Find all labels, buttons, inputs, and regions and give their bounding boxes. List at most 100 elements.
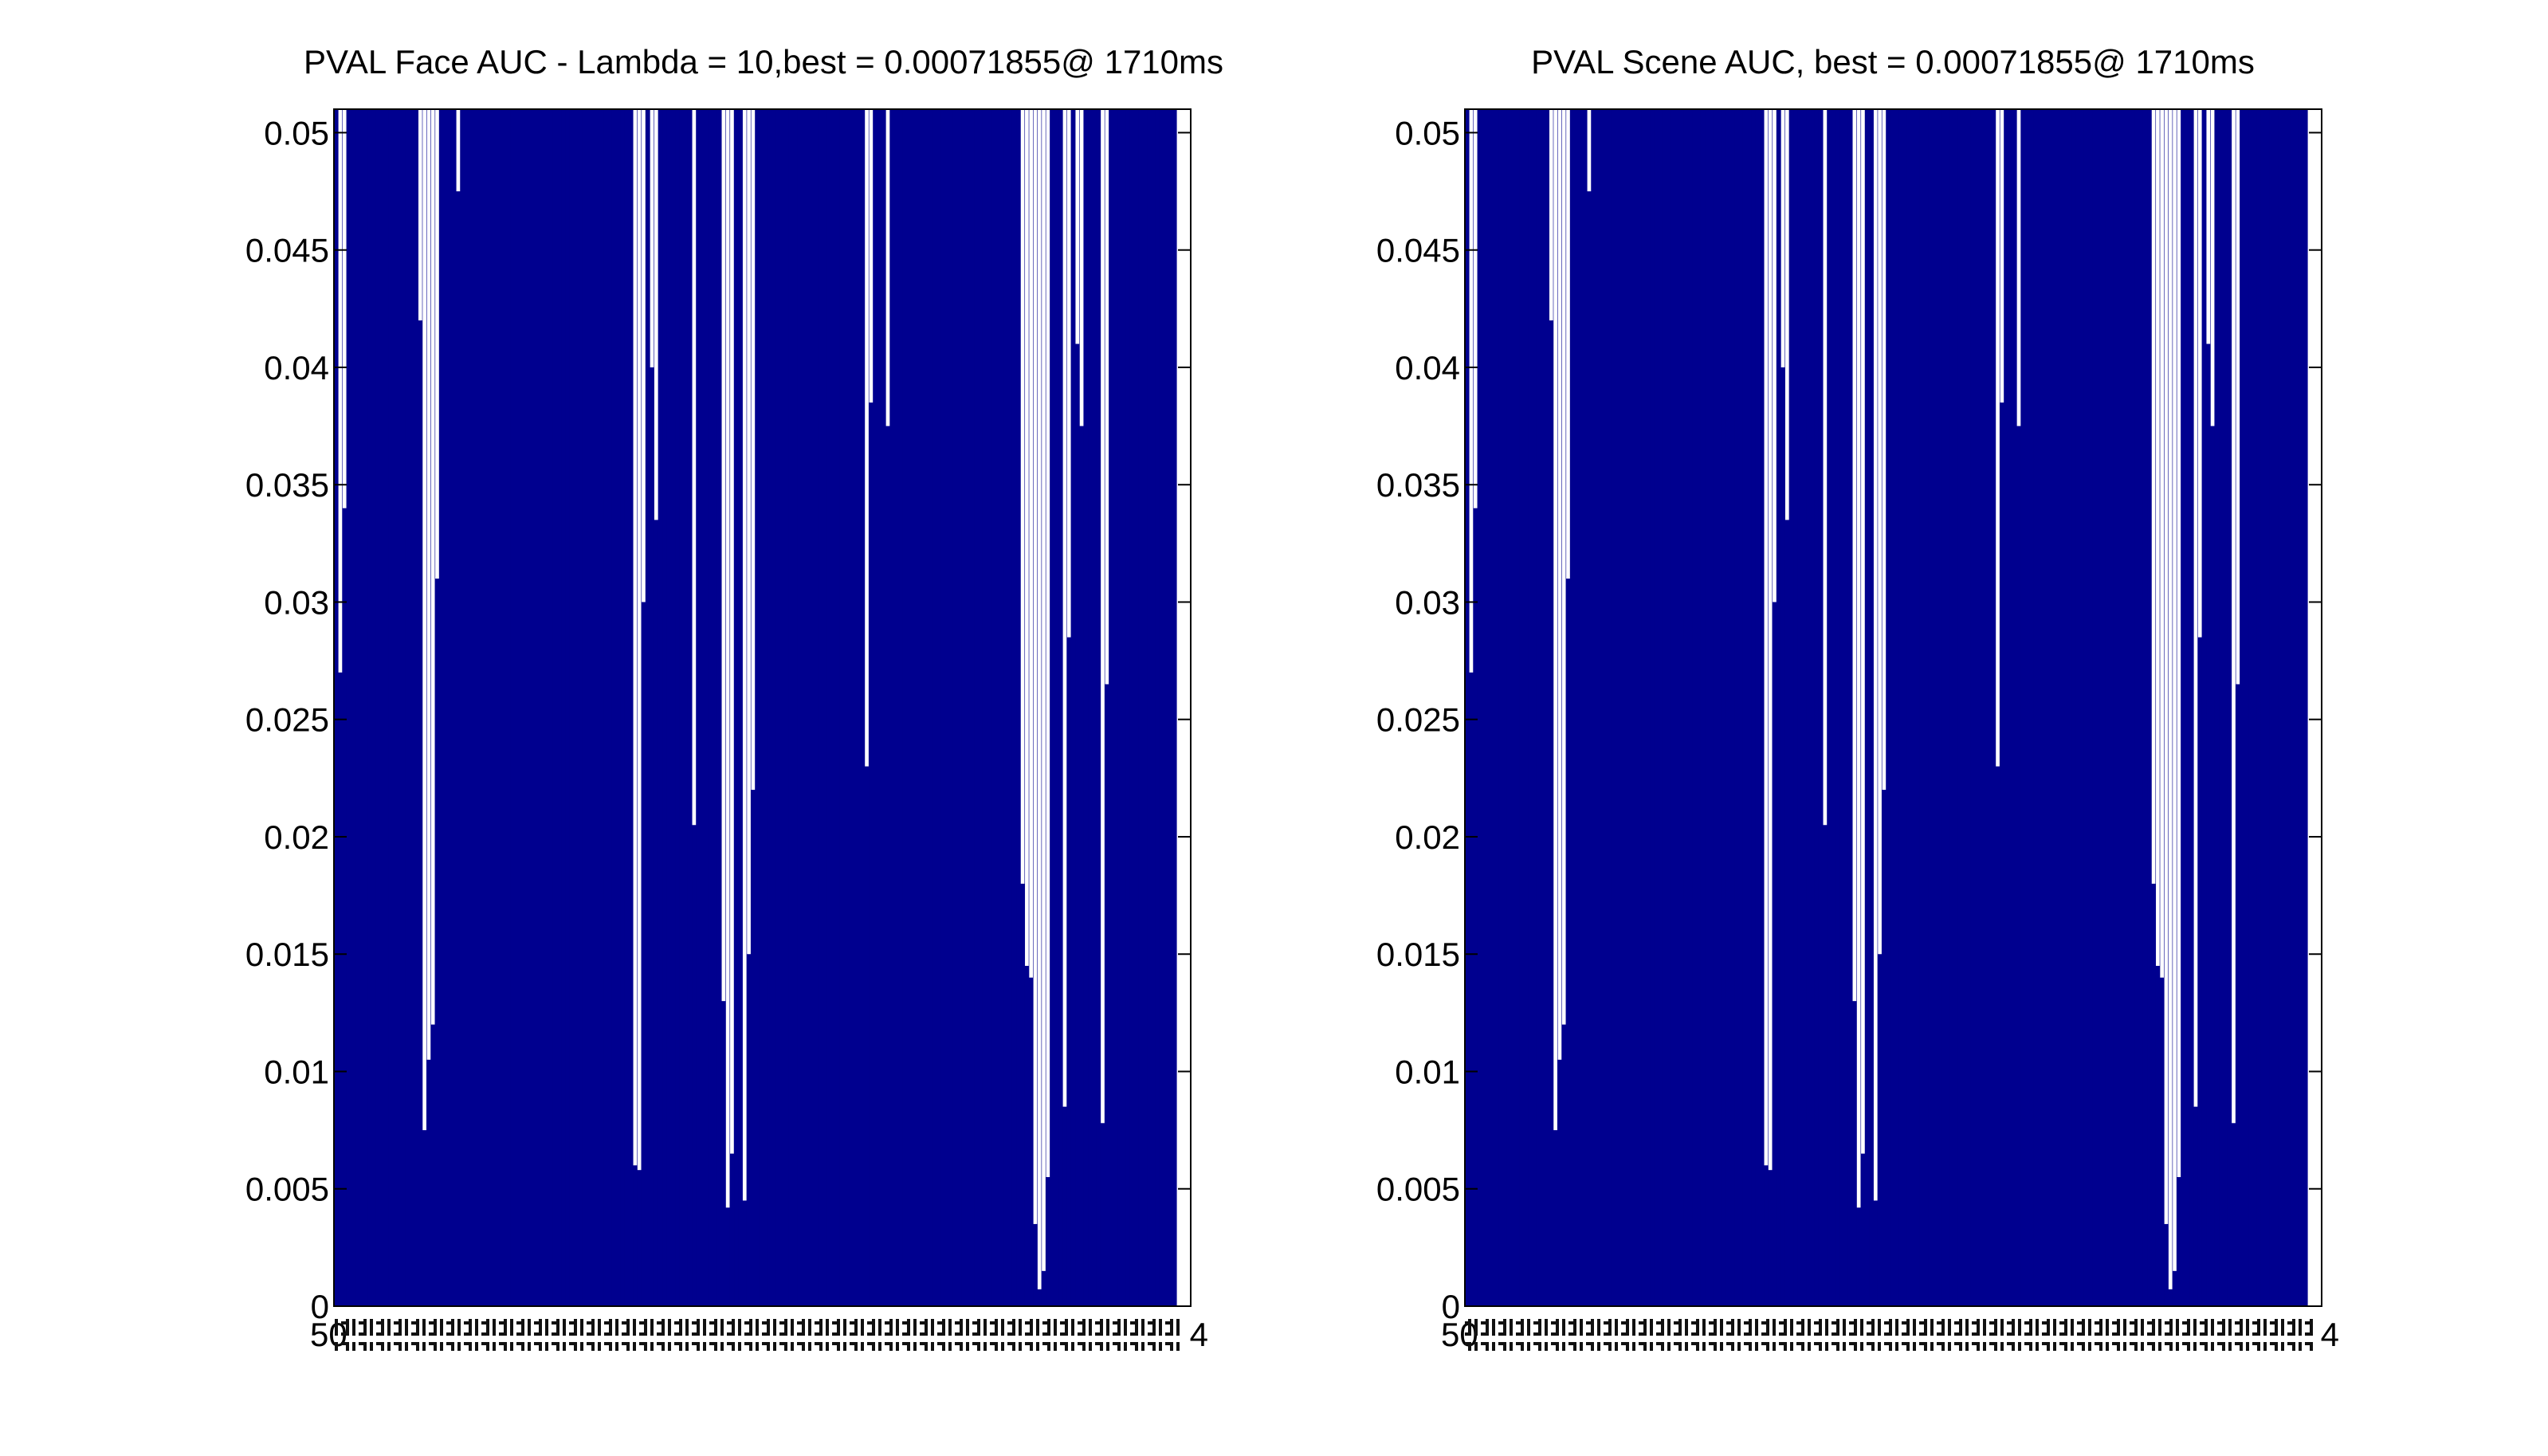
bar — [1932, 109, 1938, 1306]
bar — [1088, 109, 1093, 1306]
scene-auc-subplot: PVAL Scene AUC, best = 0.00071855@ 1710m… — [1376, 43, 2339, 1353]
x-axis: 50 4 — [1441, 1316, 2339, 1353]
bar — [1987, 109, 1992, 1306]
bar — [944, 109, 950, 1306]
bar — [759, 109, 764, 1306]
bar — [919, 109, 925, 1306]
bar — [510, 109, 516, 1306]
bar — [599, 109, 604, 1306]
bar — [595, 109, 600, 1306]
bar — [1498, 109, 1504, 1306]
bar — [670, 109, 676, 1306]
bar — [1604, 109, 1609, 1306]
bar — [810, 109, 815, 1306]
bar — [797, 109, 803, 1306]
bar — [818, 109, 823, 1306]
bar — [1092, 109, 1097, 1306]
bar — [885, 109, 891, 1306]
bar — [1906, 109, 1912, 1306]
bar — [856, 109, 862, 1306]
bar — [477, 109, 482, 1306]
bar — [847, 109, 853, 1306]
bar — [1616, 109, 1622, 1306]
bar — [1016, 109, 1022, 1306]
x-axis: 50 4 — [310, 1316, 1208, 1353]
y-tick-label: 0.005 — [245, 1171, 329, 1208]
bar-gap — [1878, 109, 1882, 955]
bar — [1506, 109, 1512, 1306]
bar — [414, 109, 419, 1306]
bar — [1751, 109, 1757, 1306]
y-tick-label: 0.05 — [264, 114, 329, 151]
bar-gap — [1029, 109, 1034, 978]
bar — [775, 109, 781, 1306]
bar — [2244, 109, 2249, 1306]
bar-gap — [1020, 109, 1025, 884]
bar — [2273, 109, 2279, 1306]
bar — [658, 109, 663, 1306]
bar — [2248, 109, 2253, 1306]
bar — [544, 109, 550, 1306]
bar — [1142, 109, 1148, 1306]
bar — [1164, 109, 1169, 1306]
bar-series — [1465, 109, 2308, 1306]
bar — [439, 109, 445, 1306]
bar-gap — [2197, 109, 2202, 638]
bar — [957, 109, 963, 1306]
bar — [392, 109, 398, 1306]
bar — [591, 109, 596, 1306]
bar — [460, 109, 465, 1306]
bar-gap — [1033, 109, 1038, 1224]
bar — [1486, 109, 1491, 1306]
bar-gap — [1553, 109, 1557, 1131]
bar — [1075, 109, 1081, 1306]
bar — [1515, 109, 1521, 1306]
y-tick-label: 0 — [311, 1288, 329, 1325]
bar — [709, 109, 714, 1306]
bar — [464, 109, 469, 1306]
bar — [338, 109, 344, 1306]
bar — [1121, 109, 1127, 1306]
y-tick-label: 0.04 — [264, 349, 329, 387]
bar — [1679, 109, 1685, 1306]
bar — [893, 109, 899, 1306]
bar — [2236, 109, 2241, 1306]
bar-gap — [1473, 109, 1478, 508]
bar — [1928, 109, 1934, 1306]
bar — [952, 109, 958, 1306]
chart-title: PVAL Face AUC - Lambda = 10,best = 0.000… — [304, 43, 1223, 80]
bar-gap — [1557, 109, 1562, 1060]
bar-gap — [2000, 109, 2004, 403]
bar — [978, 109, 983, 1306]
bar — [1961, 109, 1967, 1306]
bar-gap — [1996, 109, 2000, 767]
bar — [384, 109, 390, 1306]
bar — [443, 109, 449, 1306]
bar — [2134, 109, 2140, 1306]
bar-gap — [1046, 109, 1050, 1178]
bar — [911, 109, 916, 1306]
bar — [2105, 109, 2110, 1306]
bar — [1847, 109, 1853, 1306]
bar — [447, 109, 453, 1306]
bar — [2122, 109, 2127, 1306]
bar — [2029, 109, 2035, 1306]
x-tick-labels-overlap — [334, 1319, 1183, 1351]
bar — [351, 109, 356, 1306]
bar — [1827, 109, 1832, 1306]
bar — [679, 109, 685, 1306]
y-tick-label: 0 — [1442, 1288, 1460, 1325]
bar-gap — [2016, 109, 2021, 426]
bar — [932, 109, 937, 1306]
bar — [1574, 109, 1580, 1306]
bar — [2109, 109, 2114, 1306]
bar — [2024, 109, 2030, 1306]
bar — [2181, 109, 2186, 1306]
bar — [1865, 109, 1870, 1306]
bar — [1523, 109, 1529, 1306]
bar — [2113, 109, 2118, 1306]
bar — [1612, 109, 1617, 1306]
axes-frame — [1464, 108, 2322, 1307]
bar — [1818, 109, 1824, 1306]
